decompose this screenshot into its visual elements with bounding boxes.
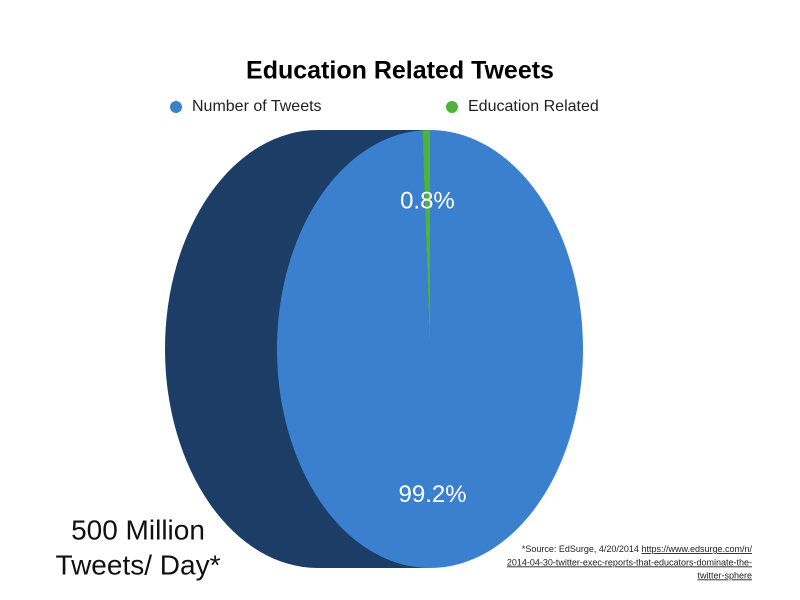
- source-text: *Source: EdSurge, 4/20/2014: [522, 544, 639, 554]
- legend-marker: [446, 101, 458, 113]
- source-link[interactable]: twitter-sphere: [697, 570, 752, 580]
- pie: [276, 130, 583, 569]
- annotation: Tweets/ Day*: [56, 549, 221, 580]
- source-link[interactable]: 2014-04-30-twitter-exec-reports-that-edu…: [507, 557, 752, 567]
- legend-marker: [170, 101, 182, 113]
- slice-label: 99.2%: [399, 481, 467, 508]
- chart-title: Education Related Tweets: [246, 57, 554, 85]
- pie-slice: [276, 130, 583, 569]
- annotation: 500 Million: [71, 514, 205, 545]
- source-link[interactable]: https://www.edsurge.com/n/: [641, 544, 752, 554]
- legend-label: Number of Tweets: [192, 98, 322, 115]
- source: *Source: EdSurge, 4/20/2014 https://www.…: [522, 544, 753, 554]
- slice-label: 0.8%: [400, 188, 455, 215]
- pie-slice: [422, 130, 430, 349]
- legend-label: Education Related: [468, 98, 599, 115]
